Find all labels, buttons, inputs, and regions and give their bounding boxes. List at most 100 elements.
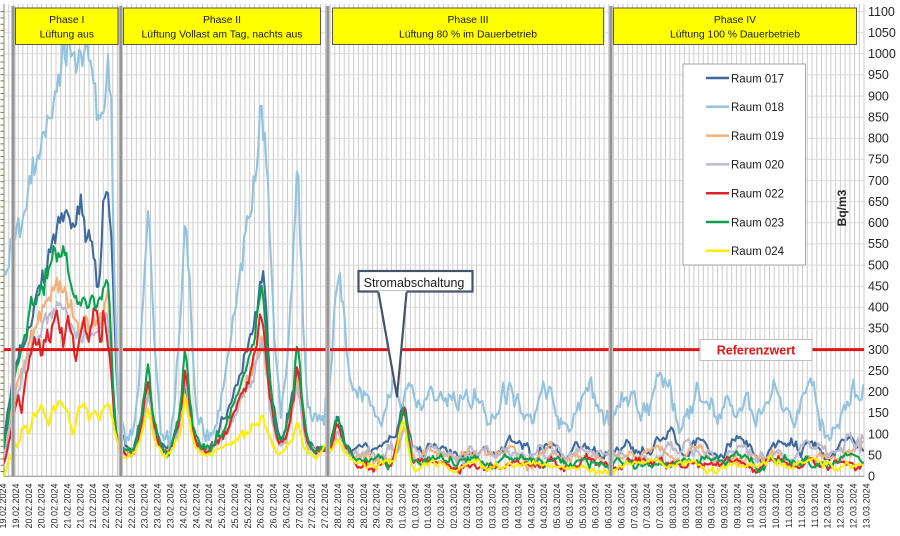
- svg-text:900: 900: [868, 89, 889, 103]
- svg-text:02.03.2024: 02.03.2024: [436, 484, 446, 529]
- svg-text:22.02.2024: 22.02.2024: [127, 484, 137, 529]
- svg-text:01.03.2024: 01.03.2024: [410, 484, 420, 529]
- svg-text:25.02.2024: 25.02.2024: [230, 484, 240, 529]
- svg-text:13.03.2024: 13.03.2024: [861, 484, 871, 529]
- svg-text:500: 500: [868, 258, 889, 272]
- svg-text:0: 0: [868, 470, 875, 484]
- svg-text:850: 850: [868, 111, 889, 125]
- svg-text:08.03.2024: 08.03.2024: [681, 484, 691, 529]
- svg-text:06.03.2024: 06.03.2024: [591, 484, 601, 529]
- svg-text:26.02.2024: 26.02.2024: [282, 484, 292, 529]
- svg-text:400: 400: [868, 301, 889, 315]
- svg-text:05.03.2024: 05.03.2024: [578, 484, 588, 529]
- svg-text:11.03.2024: 11.03.2024: [784, 484, 794, 528]
- svg-text:25.02.2024: 25.02.2024: [217, 484, 227, 529]
- svg-text:06.03.2024: 06.03.2024: [617, 484, 627, 529]
- svg-text:Raum 020: Raum 020: [731, 160, 784, 172]
- svg-text:23.02.2024: 23.02.2024: [153, 484, 163, 529]
- svg-text:Phase III: Phase III: [447, 15, 488, 26]
- svg-text:20.02.2024: 20.02.2024: [24, 484, 34, 529]
- svg-text:24.02.2024: 24.02.2024: [191, 484, 201, 529]
- svg-text:250: 250: [868, 364, 889, 378]
- svg-text:23.02.2024: 23.02.2024: [140, 484, 150, 529]
- svg-text:08.03.2024: 08.03.2024: [668, 484, 678, 529]
- svg-text:Bq/m3: Bq/m3: [835, 189, 849, 226]
- svg-text:Raum 023: Raum 023: [731, 217, 784, 229]
- svg-text:Raum 018: Raum 018: [731, 102, 784, 114]
- svg-text:23.02.2024: 23.02.2024: [166, 484, 176, 529]
- svg-text:10.03.2024: 10.03.2024: [758, 484, 768, 529]
- svg-text:650: 650: [868, 195, 889, 209]
- svg-text:100: 100: [868, 427, 889, 441]
- svg-text:20.02.2024: 20.02.2024: [50, 484, 60, 529]
- svg-text:Lüftung 100 % Dauerbetrieb: Lüftung 100 % Dauerbetrieb: [670, 30, 800, 41]
- svg-text:Referenzwert: Referenzwert: [717, 344, 796, 358]
- svg-text:27.02.2024: 27.02.2024: [320, 484, 330, 529]
- svg-text:200: 200: [868, 385, 889, 399]
- svg-text:07.03.2024: 07.03.2024: [629, 484, 639, 529]
- svg-text:Raum 017: Raum 017: [731, 73, 784, 85]
- svg-text:700: 700: [868, 174, 889, 188]
- svg-text:29.02.2024: 29.02.2024: [372, 484, 382, 529]
- svg-text:28.02.2024: 28.02.2024: [359, 484, 369, 529]
- svg-text:04.03.2024: 04.03.2024: [513, 484, 523, 529]
- svg-text:24.02.2024: 24.02.2024: [204, 484, 214, 529]
- svg-text:04.03.2024: 04.03.2024: [526, 484, 536, 529]
- svg-text:22.02.2024: 22.02.2024: [114, 484, 124, 529]
- svg-text:950: 950: [868, 68, 889, 82]
- svg-text:09.03.2024: 09.03.2024: [732, 484, 742, 529]
- svg-text:50: 50: [868, 449, 882, 463]
- svg-text:21.02.2024: 21.02.2024: [75, 484, 85, 529]
- svg-text:01.03.2024: 01.03.2024: [423, 484, 433, 529]
- svg-text:21.02.2024: 21.02.2024: [88, 484, 98, 529]
- svg-text:09.03.2024: 09.03.2024: [707, 484, 717, 529]
- svg-text:04.03.2024: 04.03.2024: [539, 484, 549, 529]
- svg-text:21.02.2024: 21.02.2024: [62, 484, 72, 529]
- svg-text:Lüftung 80 % im Dauerbetrieb: Lüftung 80 % im Dauerbetrieb: [399, 30, 537, 41]
- svg-text:12.03.2024: 12.03.2024: [848, 484, 858, 529]
- svg-text:09.03.2024: 09.03.2024: [720, 484, 730, 529]
- svg-text:03.03.2024: 03.03.2024: [501, 484, 511, 529]
- svg-text:1000: 1000: [868, 47, 896, 61]
- svg-text:19.02.2024: 19.02.2024: [11, 484, 21, 529]
- svg-text:28.02.2024: 28.02.2024: [333, 484, 343, 529]
- svg-text:12.03.2024: 12.03.2024: [836, 484, 846, 529]
- svg-text:27.02.2024: 27.02.2024: [294, 484, 304, 529]
- svg-text:10.03.2024: 10.03.2024: [745, 484, 755, 529]
- svg-text:10.03.2024: 10.03.2024: [771, 484, 781, 529]
- svg-text:26.02.2024: 26.02.2024: [269, 484, 279, 529]
- svg-text:20.02.2024: 20.02.2024: [37, 484, 47, 529]
- svg-text:150: 150: [868, 406, 889, 420]
- svg-text:08.03.2024: 08.03.2024: [694, 484, 704, 529]
- svg-text:Raum 024: Raum 024: [731, 246, 785, 258]
- svg-text:300: 300: [868, 343, 889, 357]
- svg-text:Phase IV: Phase IV: [714, 15, 756, 26]
- svg-text:07.03.2024: 07.03.2024: [655, 484, 665, 529]
- svg-text:01.03.2024: 01.03.2024: [397, 484, 407, 529]
- svg-text:Raum 019: Raum 019: [731, 131, 784, 143]
- svg-text:26.02.2024: 26.02.2024: [256, 484, 266, 529]
- svg-text:29.02.2024: 29.02.2024: [385, 484, 395, 529]
- svg-text:600: 600: [868, 216, 889, 230]
- svg-text:24.02.2024: 24.02.2024: [178, 484, 188, 529]
- svg-text:02.03.2024: 02.03.2024: [449, 484, 459, 529]
- svg-text:750: 750: [868, 153, 889, 167]
- svg-text:02.03.2024: 02.03.2024: [462, 484, 472, 529]
- svg-text:800: 800: [868, 132, 889, 146]
- svg-text:11.03.2024: 11.03.2024: [810, 484, 820, 528]
- svg-text:03.03.2024: 03.03.2024: [488, 484, 498, 529]
- svg-text:05.03.2024: 05.03.2024: [565, 484, 575, 529]
- svg-text:Raum 022: Raum 022: [731, 189, 784, 201]
- svg-text:11.03.2024: 11.03.2024: [797, 484, 807, 528]
- svg-text:27.02.2024: 27.02.2024: [307, 484, 317, 529]
- svg-text:03.03.2024: 03.03.2024: [475, 484, 485, 529]
- svg-text:25.02.2024: 25.02.2024: [243, 484, 253, 529]
- svg-text:550: 550: [868, 237, 889, 251]
- svg-text:1050: 1050: [868, 26, 896, 40]
- svg-text:06.03.2024: 06.03.2024: [604, 484, 614, 529]
- svg-text:22.02.2024: 22.02.2024: [101, 484, 111, 529]
- svg-text:Lüftung Vollast am Tag, nachts: Lüftung Vollast am Tag, nachts aus: [142, 30, 303, 41]
- svg-text:19.02.2024: 19.02.2024: [0, 484, 8, 529]
- svg-text:05.03.2024: 05.03.2024: [552, 484, 562, 529]
- svg-text:Phase I: Phase I: [49, 15, 84, 26]
